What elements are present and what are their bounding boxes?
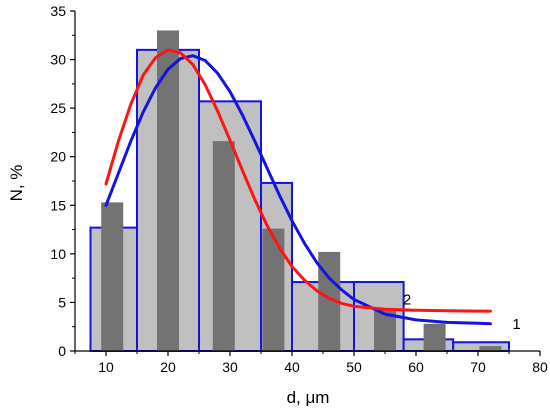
bar-7 <box>479 346 502 351</box>
bar-1 <box>157 30 179 352</box>
bar-6 <box>423 323 446 351</box>
y-axis-label: N, % <box>7 165 26 202</box>
bar-layer <box>101 30 502 352</box>
curve-1 <box>104 54 492 326</box>
x-tick-label-70: 70 <box>470 359 486 375</box>
curve-label-1: 1 <box>512 316 520 333</box>
x-tick-label-60: 60 <box>408 359 424 375</box>
bar-0 <box>101 202 124 351</box>
axes <box>70 10 541 356</box>
x-axis-label: d, μm <box>287 388 330 407</box>
x-tick-label-20: 20 <box>160 359 176 375</box>
x-tick-label-30: 30 <box>222 359 238 375</box>
series-labels: 12 <box>403 292 521 333</box>
y-tick-label-0: 0 <box>58 343 66 359</box>
y-tick-label-25: 25 <box>50 100 66 116</box>
y-tick-label-5: 5 <box>58 294 66 310</box>
bar-2 <box>212 141 235 351</box>
y-tick-label-35: 35 <box>50 3 66 19</box>
curve-label-2: 2 <box>403 292 411 309</box>
y-tick-label-20: 20 <box>50 149 66 165</box>
tick-labels: 10 20 30 40 50 60 70 80 0 5 10 15 20 25 30 35 <box>50 3 548 375</box>
x-tick-label-50: 50 <box>346 359 362 375</box>
bar-4 <box>318 251 341 351</box>
curve-2 <box>104 48 492 313</box>
bar-3 <box>262 228 285 351</box>
bar-5 <box>374 310 396 351</box>
x-tick-label-80: 80 <box>532 359 548 375</box>
y-tick-label-30: 30 <box>50 52 66 68</box>
y-tick-label-10: 10 <box>50 246 66 262</box>
x-tick-label-10: 10 <box>98 359 114 375</box>
curve-layer <box>104 48 492 326</box>
y-tick-label-15: 15 <box>50 197 66 213</box>
x-tick-label-40: 40 <box>284 359 300 375</box>
